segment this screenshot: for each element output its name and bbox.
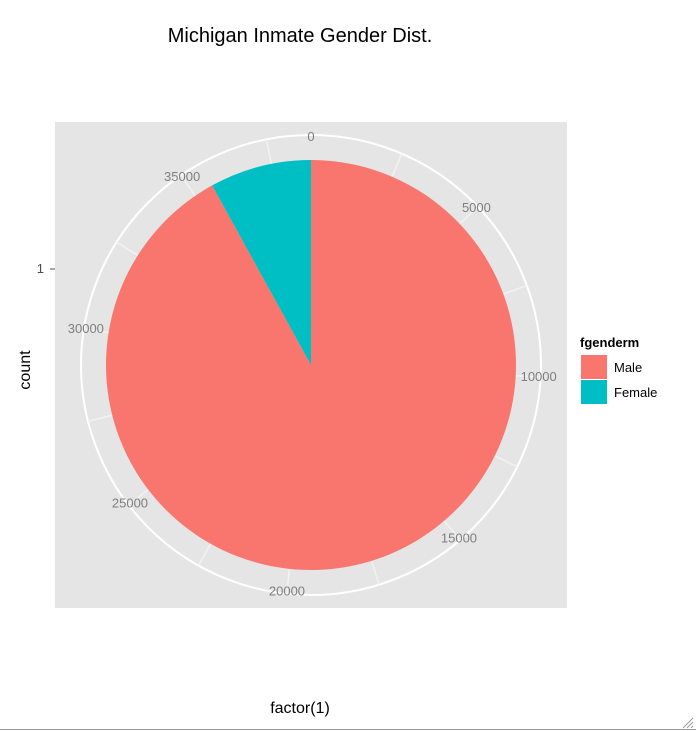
legend-title: fgenderm bbox=[580, 335, 639, 350]
pie-slices bbox=[106, 160, 517, 570]
radial-tick-label: 30000 bbox=[68, 321, 104, 336]
legend-label-male: Male bbox=[614, 360, 642, 375]
grid-circle bbox=[80, 134, 542, 596]
x-axis-title: factor(1) bbox=[270, 700, 330, 717]
legend-swatch-male bbox=[581, 355, 607, 379]
legend-label-female: Female bbox=[614, 385, 657, 400]
radial-tick-labels: 0 5000 10000 15000 20000 25000 30000 35000 bbox=[68, 129, 557, 599]
y-tick-label: 1 bbox=[37, 261, 44, 276]
window-bottom-border bbox=[0, 729, 696, 730]
radial-tick-label: 15000 bbox=[441, 530, 477, 545]
legend-swatch-female bbox=[581, 380, 607, 404]
legend: fgenderm Male Female bbox=[580, 335, 657, 404]
radial-tick-label: 5000 bbox=[462, 200, 491, 215]
y-axis-title: count bbox=[17, 350, 34, 390]
radial-tick-label: 10000 bbox=[521, 369, 557, 384]
resize-grip-icon[interactable] bbox=[680, 715, 694, 729]
radial-tick-label: 25000 bbox=[112, 496, 148, 511]
radial-tick-label: 35000 bbox=[164, 169, 200, 184]
pie-slice-female bbox=[212, 160, 311, 365]
chart-title: Michigan Inmate Gender Dist. bbox=[168, 25, 433, 47]
radial-tick-label: 0 bbox=[307, 129, 314, 144]
radial-tick-label: 20000 bbox=[269, 584, 305, 599]
